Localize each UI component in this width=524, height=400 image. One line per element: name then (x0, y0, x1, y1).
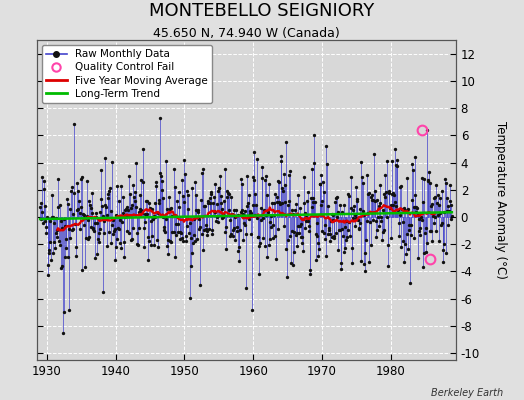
Text: Berkeley Earth: Berkeley Earth (431, 388, 503, 398)
Y-axis label: Temperature Anomaly (°C): Temperature Anomaly (°C) (494, 121, 507, 279)
Text: MONTEBELLO SEIGNIORY: MONTEBELLO SEIGNIORY (149, 2, 375, 20)
Legend: Raw Monthly Data, Quality Control Fail, Five Year Moving Average, Long-Term Tren: Raw Monthly Data, Quality Control Fail, … (42, 45, 212, 103)
Title: 45.650 N, 74.940 W (Canada): 45.650 N, 74.940 W (Canada) (153, 27, 340, 40)
